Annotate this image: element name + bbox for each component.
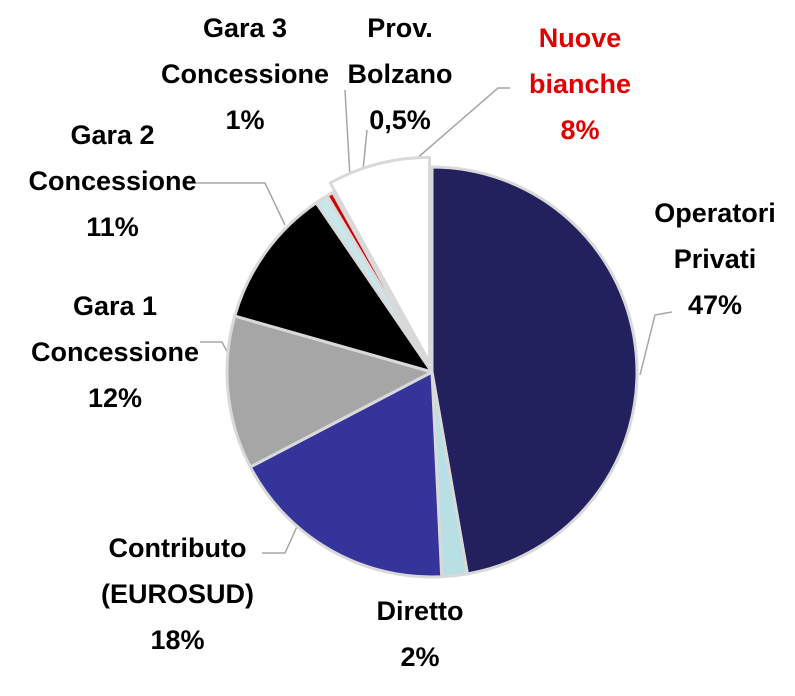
category-label: Gara 3 Concessione bbox=[160, 13, 330, 89]
value-label: 2% bbox=[400, 642, 440, 672]
value-label: 11% bbox=[86, 212, 139, 242]
pie-slice bbox=[328, 155, 432, 364]
slice-label: Gara 2 Concessione 11% bbox=[25, 112, 200, 250]
value-label: 1% bbox=[225, 105, 265, 135]
leader-line bbox=[362, 129, 368, 171]
pie-slice bbox=[225, 314, 434, 469]
category-label: Prov. Bolzano bbox=[347, 13, 453, 89]
leader-line bbox=[195, 182, 286, 226]
value-label: 47% bbox=[687, 290, 743, 320]
leader-line bbox=[414, 87, 510, 161]
category-label: Operatori Privati bbox=[654, 198, 776, 274]
value-label: 18% bbox=[150, 625, 205, 655]
category-label: Nuove bianche bbox=[528, 23, 632, 99]
category-label: Diretto bbox=[376, 596, 464, 626]
leader-line bbox=[262, 519, 301, 554]
slice-label: Diretto 2% bbox=[355, 588, 485, 680]
pie-slice bbox=[233, 201, 434, 374]
slice-label: Gara 1 Concessione 12% bbox=[25, 283, 205, 421]
slice-label: Prov. Bolzano 0,5% bbox=[345, 5, 455, 143]
leader-line bbox=[639, 311, 673, 376]
pie-slice bbox=[248, 370, 444, 579]
pie-slice bbox=[325, 191, 434, 374]
slice-label: Gara 3 Concessione 1% bbox=[160, 5, 330, 143]
slice-label: Operatori Privati 47% bbox=[640, 190, 790, 328]
value-label: 8% bbox=[560, 115, 600, 145]
leader-line bbox=[344, 89, 351, 178]
value-label: 12% bbox=[87, 383, 143, 413]
value-label: 0,5% bbox=[369, 105, 431, 135]
pie-slice bbox=[430, 165, 639, 576]
slice-label: Contributo (EUROSUD) 18% bbox=[85, 525, 270, 663]
category-label: Gara 2 Concessione bbox=[28, 120, 197, 196]
slice-label: Nuove bianche 8% bbox=[505, 15, 655, 153]
category-label: Gara 1 Concessione bbox=[30, 291, 200, 367]
category-label: Contributo (EUROSUD) bbox=[101, 533, 254, 609]
